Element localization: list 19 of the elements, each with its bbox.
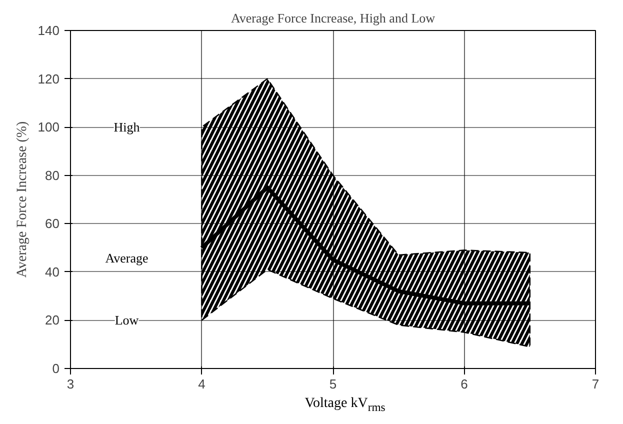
y-axis-title: Average Force Increase (%) <box>14 120 30 278</box>
y-tick-label: 60 <box>45 216 60 232</box>
x-tick-label: 6 <box>460 376 468 392</box>
y-tick-label: 100 <box>38 120 60 135</box>
annotation: Low <box>114 312 140 328</box>
y-tick-label: 120 <box>38 71 60 86</box>
y-tick-label: 20 <box>45 312 60 328</box>
x-tick-label: 4 <box>198 376 206 392</box>
x-tick-label: 3 <box>66 376 74 392</box>
chart-title: Average Force Increase, High and Low <box>230 10 436 26</box>
x-tick-label: 7 <box>592 376 600 392</box>
y-tick-label: 80 <box>45 168 60 183</box>
x-tick-label: 5 <box>329 376 337 392</box>
annotation: Average <box>105 250 149 266</box>
x-axis-title: Voltage kV$_{rms}$ <box>304 395 386 416</box>
y-tick-label: 140 <box>38 23 60 38</box>
y-tick-label: 0 <box>52 361 60 376</box>
y-tick-label: 40 <box>45 264 60 280</box>
annotation: High <box>114 120 140 135</box>
